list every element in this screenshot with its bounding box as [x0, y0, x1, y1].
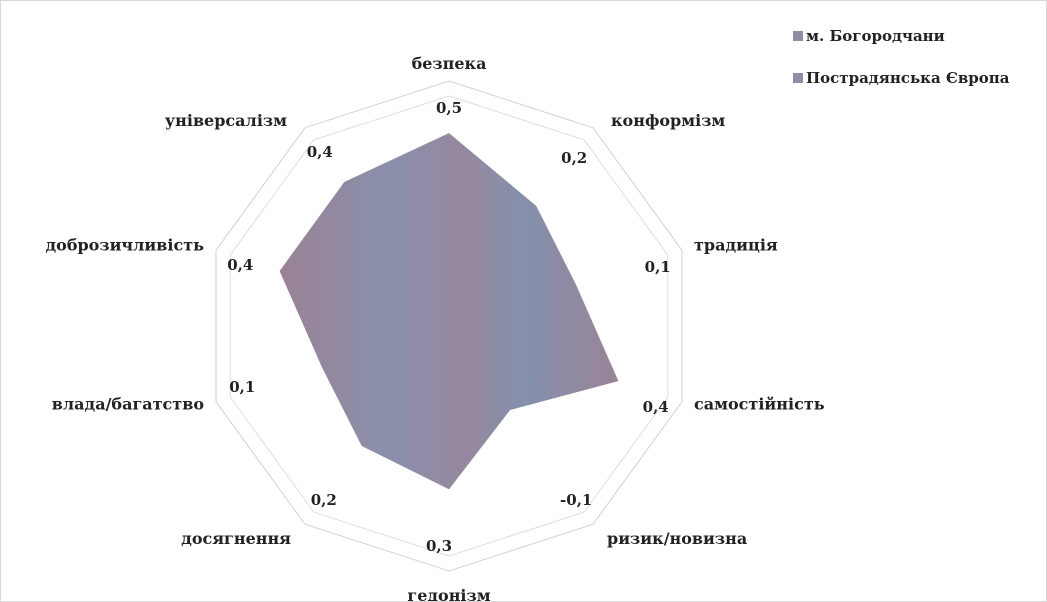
legend-label: м. Богородчани	[806, 27, 945, 45]
axis-labels: безпека 0,5 конформізм 0,2 традиція 0,1 самост…	[45, 54, 824, 601]
axis-label: досягнення	[181, 529, 291, 548]
value-label: 0,1	[645, 258, 671, 276]
value-label: 0,4	[643, 398, 669, 416]
value-label: 0,5	[436, 99, 462, 117]
axis-label: влада/багатство	[52, 395, 205, 414]
axis-label: доброзичливість	[45, 235, 204, 254]
legend-swatch	[793, 31, 803, 41]
axis-label: традиція	[694, 235, 778, 254]
legend-label: Пострадянська Європа	[806, 69, 1010, 87]
legend-item-post-soviet-europe: Пострадянська Європа	[793, 67, 1010, 89]
axis-label: гедонізм	[407, 586, 490, 601]
series-layer	[279, 133, 619, 490]
legend-item-bohorodchany: м. Богородчани	[793, 25, 1010, 47]
legend-swatch	[793, 73, 803, 83]
value-label: 0,4	[307, 143, 333, 161]
value-label: 0,4	[227, 256, 253, 274]
value-label: 0,2	[311, 491, 337, 509]
radar-grid	[215, 80, 683, 572]
grid-outer-decagon	[215, 80, 683, 572]
axis-label: універсалізм	[165, 111, 287, 130]
value-label: 0,2	[561, 149, 587, 167]
series-polygon-2	[279, 133, 619, 490]
axis-label: безпека	[412, 54, 487, 73]
axis-label: самостійність	[694, 395, 825, 414]
value-label: 0,3	[426, 537, 452, 555]
grid-inner-decagon	[229, 95, 669, 557]
axis-label: конформізм	[611, 111, 725, 130]
legend: м. Богородчани Пострадянська Європа	[793, 25, 1010, 109]
value-label: 0,1	[229, 378, 255, 396]
value-label: -0,1	[560, 491, 592, 509]
axis-label: ризик/новизна	[607, 529, 747, 548]
